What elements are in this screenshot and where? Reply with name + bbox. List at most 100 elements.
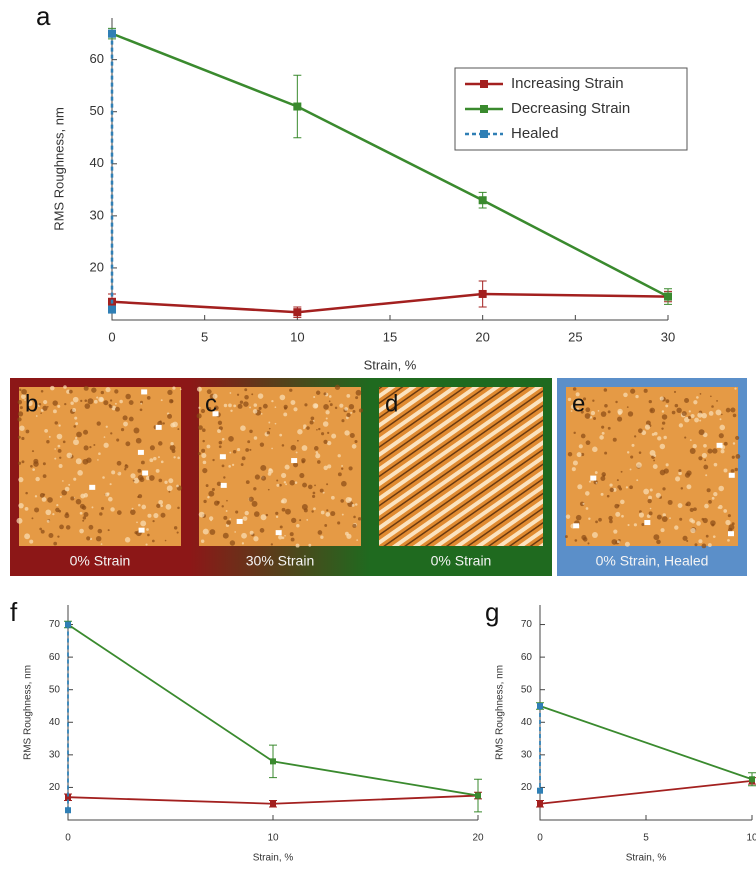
afm-texture	[235, 510, 239, 514]
afm-texture	[720, 449, 725, 454]
afm-texture	[290, 400, 296, 405]
afm-texture	[82, 458, 89, 465]
afm-texture	[274, 422, 277, 425]
legend-marker	[480, 80, 488, 88]
afm-texture	[140, 520, 147, 527]
afm-texture	[253, 511, 260, 517]
afm-texture	[70, 496, 75, 501]
afm-texture	[200, 539, 205, 544]
afm-texture	[725, 407, 731, 413]
afm-texture	[301, 445, 308, 451]
afm-texture	[279, 525, 283, 529]
afm-texture	[331, 433, 337, 439]
afm-texture	[198, 511, 205, 518]
afm-texture	[46, 440, 50, 444]
afm-texture	[196, 386, 202, 392]
afm-texture	[198, 425, 203, 430]
afm-texture	[337, 454, 341, 458]
afm-texture	[35, 415, 38, 417]
afm-texture	[179, 388, 182, 391]
afm-texture	[229, 540, 236, 546]
afm-texture	[253, 403, 258, 407]
afm-texture	[279, 433, 283, 437]
afm-texture	[261, 475, 267, 481]
afm-texture	[155, 468, 160, 473]
afm-texture	[307, 484, 313, 490]
afm-texture	[147, 513, 152, 518]
afm-texture	[218, 445, 222, 449]
y-tick-label: 60	[49, 652, 61, 663]
afm-texture	[327, 431, 330, 434]
afm-texture	[100, 506, 105, 510]
afm-texture	[314, 484, 316, 487]
afm-texture	[701, 543, 707, 549]
afm-texture	[590, 410, 596, 416]
afm-texture	[109, 405, 113, 409]
y-axis-label: RMS Roughness, nm	[23, 665, 34, 760]
y-tick-label: 50	[90, 103, 104, 118]
afm-texture	[19, 388, 22, 392]
afm-texture	[653, 459, 656, 462]
afm-texture	[576, 407, 579, 410]
afm-texture	[34, 495, 38, 498]
afm-texture	[346, 412, 351, 418]
afm-texture	[177, 428, 180, 431]
afm-texture	[197, 452, 201, 456]
afm-texture	[279, 483, 282, 487]
afm-texture	[19, 406, 23, 410]
afm-texture	[38, 403, 42, 406]
axes	[539, 605, 752, 821]
afm-texture	[24, 399, 26, 401]
afm-texture	[259, 528, 265, 533]
y-tick-label: 50	[521, 684, 533, 695]
afm-texture	[727, 514, 731, 518]
afm-texture	[149, 458, 154, 463]
afm-texture	[638, 428, 643, 434]
y-tick-label: 50	[49, 684, 61, 695]
afm-texture	[206, 444, 211, 449]
afm-texture	[617, 540, 620, 544]
afm-texture	[665, 404, 669, 408]
afm-texture	[141, 389, 148, 395]
afm-texture	[45, 509, 52, 516]
afm-texture	[19, 425, 25, 431]
afm-texture	[229, 518, 232, 520]
afm-texture	[285, 483, 288, 486]
afm-texture	[207, 495, 210, 499]
marker	[293, 308, 302, 317]
afm-texture	[690, 527, 696, 534]
afm-texture	[684, 436, 687, 439]
afm-texture	[330, 495, 335, 500]
afm-texture	[284, 406, 287, 410]
afm-texture	[159, 420, 162, 423]
afm-texture	[72, 408, 77, 412]
afm-texture	[348, 466, 353, 471]
afm-texture	[727, 538, 730, 542]
x-tick-label: 5	[201, 329, 208, 344]
afm-texture	[132, 479, 135, 482]
marker	[65, 794, 71, 801]
afm-texture	[89, 537, 93, 541]
afm-texture	[703, 464, 709, 470]
afm-texture	[236, 447, 241, 452]
afm-texture	[218, 440, 223, 445]
afm-texture	[217, 429, 221, 434]
afm-texture	[677, 503, 683, 508]
afm-texture	[79, 503, 85, 509]
afm-texture	[46, 405, 49, 408]
afm-texture	[43, 399, 48, 405]
afm-texture	[173, 526, 178, 530]
afm-texture	[592, 446, 598, 453]
afm-texture	[245, 480, 250, 485]
afm-texture	[308, 543, 312, 547]
afm-texture	[33, 399, 37, 403]
afm-texture	[24, 507, 29, 511]
afm-texture	[135, 437, 142, 444]
afm-texture	[684, 472, 691, 478]
y-tick-label: 30	[90, 207, 104, 222]
chart: g 0 5 10 20 30 40 50 60 70 Strain, % RMS Roughness,…	[485, 597, 756, 864]
afm-texture	[718, 433, 724, 439]
afm-texture	[597, 410, 600, 412]
afm-texture	[99, 397, 104, 402]
